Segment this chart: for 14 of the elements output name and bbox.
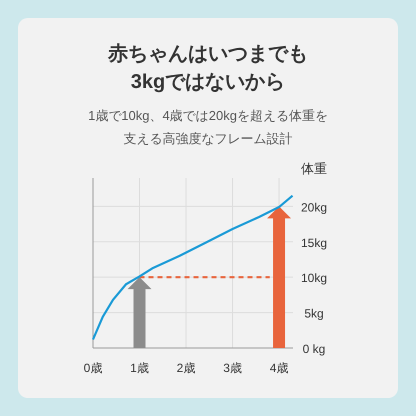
line-series — [92, 194, 294, 341]
x-tick-label: 0歳 — [84, 361, 102, 375]
x-tick-label: 3歳 — [223, 361, 242, 375]
y-tick-label: 20kg — [300, 200, 328, 214]
x-tick-label: 4歳 — [270, 361, 288, 375]
y-tick-label: 0 kg — [302, 342, 326, 356]
y-tick-label: 15kg — [300, 236, 328, 250]
chart-subtitle: 1歳で10kg、4歳では20kgを超える体重を支える高強度なフレーム設計 — [88, 107, 328, 148]
y-tick-label: 5kg — [304, 306, 324, 321]
y-axis-title: 体重 — [301, 161, 327, 176]
y-tick-label: 10kg — [300, 271, 328, 286]
x-tick-label: 1歳 — [130, 361, 149, 375]
chart-title: 赤ちゃんはいつまでも 3kgではないから — [106, 42, 309, 95]
x-tick-label: 2歳 — [176, 361, 196, 375]
